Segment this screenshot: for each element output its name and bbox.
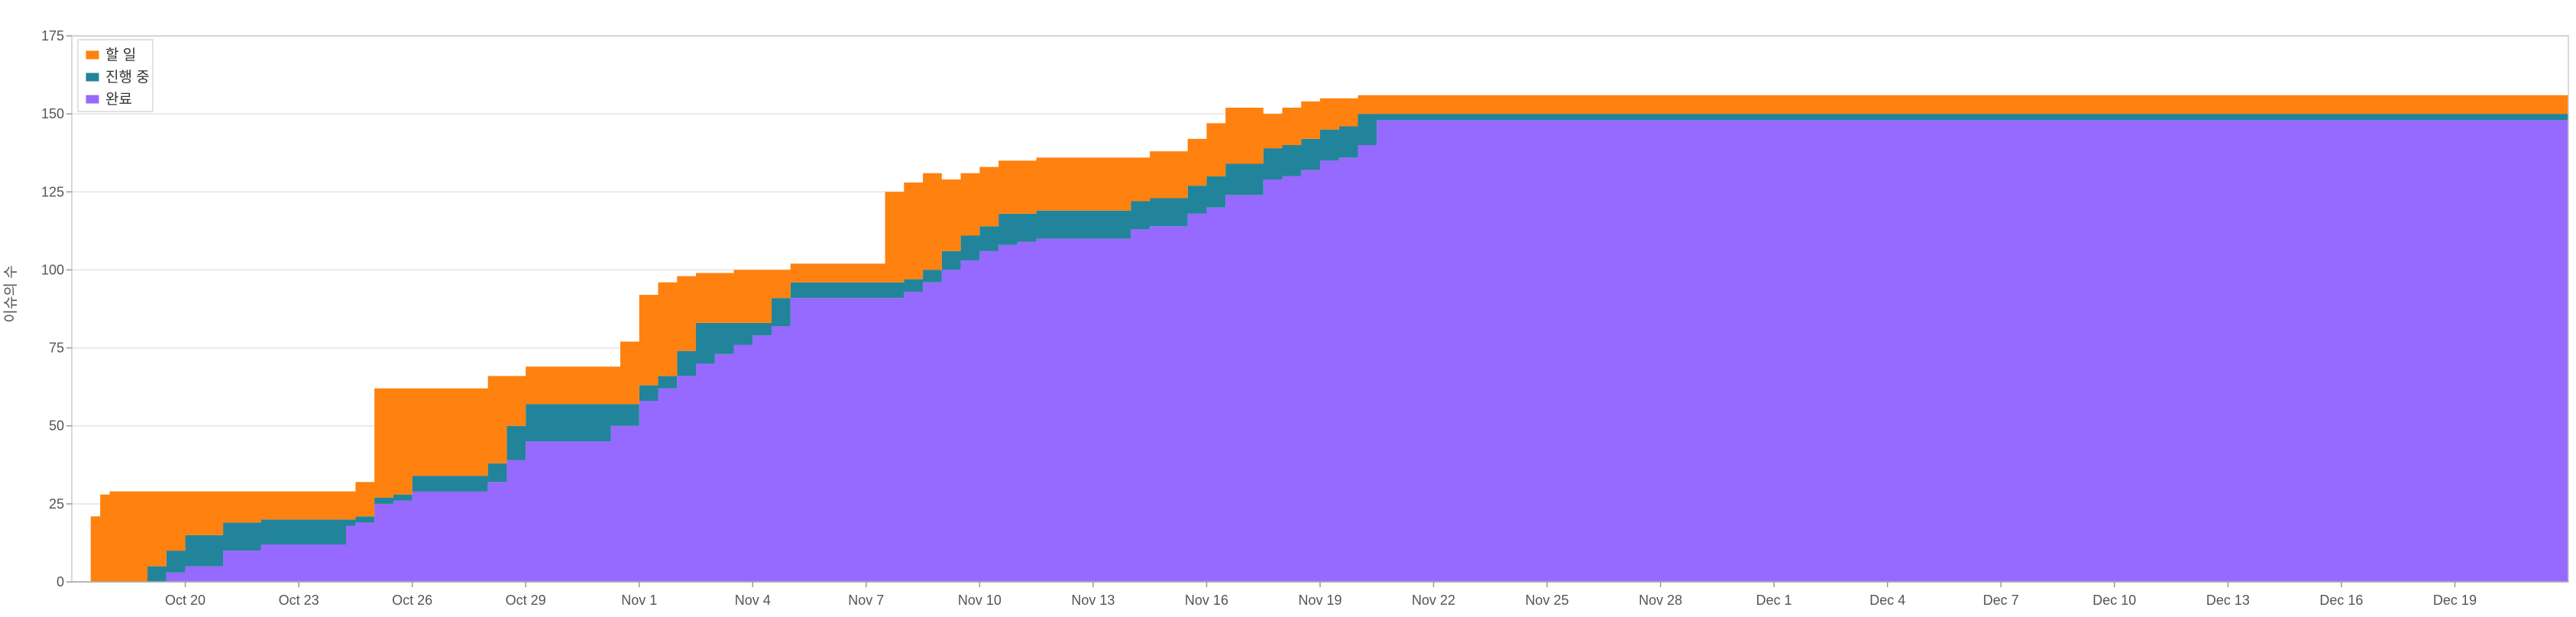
area-series-1 <box>90 114 2569 583</box>
y-tick-label: 150 <box>41 106 64 121</box>
x-tick-label: Nov 16 <box>1185 593 1228 608</box>
x-tick-label: Oct 29 <box>506 593 546 608</box>
x-tick-label: Oct 26 <box>392 593 432 608</box>
legend: 할 일진행 중완료 <box>77 39 154 112</box>
y-axis-ticks: 0 25 50 75 100 125 150 175 <box>41 28 72 590</box>
y-tick-label: 175 <box>41 28 64 44</box>
x-tick-label: Dec 16 <box>2319 593 2363 608</box>
x-tick-label: Oct 20 <box>165 593 205 608</box>
x-tick-label: Dec 7 <box>1983 593 2019 608</box>
x-tick-label: Nov 28 <box>1639 593 1682 608</box>
x-tick-label: Nov 1 <box>621 593 657 608</box>
x-tick-label: Nov 25 <box>1526 593 1569 608</box>
y-tick-label: 0 <box>57 574 64 590</box>
x-tick-label: Dec 1 <box>1756 593 1792 608</box>
y-axis-title: 이슈의 수 <box>2 265 19 322</box>
x-tick-label: Dec 13 <box>2206 593 2250 608</box>
x-tick-label: Dec 10 <box>2092 593 2136 608</box>
y-tick-label: 100 <box>41 262 64 277</box>
x-tick-label: Nov 13 <box>1071 593 1115 608</box>
x-tick-label: Nov 19 <box>1298 593 1341 608</box>
y-tick-label: 50 <box>49 418 64 434</box>
y-tick-label: 75 <box>49 341 64 356</box>
legend-label: 완료 <box>105 91 132 108</box>
legend-swatch <box>85 72 100 82</box>
y-tick-label: 25 <box>49 496 64 512</box>
legend-swatch <box>85 94 100 105</box>
x-axis-ticks: Oct 20 Oct 23 Oct 26 Oct 29 Nov 1 Nov 4 Nov 7 N… <box>165 582 2477 608</box>
x-tick-label: Nov 4 <box>735 593 771 608</box>
y-tick-label: 125 <box>41 184 64 199</box>
x-tick-label: Nov 22 <box>1412 593 1455 608</box>
legend-swatch <box>85 50 100 60</box>
legend-label: 할 일 <box>105 47 136 63</box>
x-tick-label: Nov 10 <box>958 593 1002 608</box>
legend-label: 진행 중 <box>105 69 150 86</box>
stacked-areas <box>90 95 2569 583</box>
x-tick-label: Dec 4 <box>1869 593 1905 608</box>
area-series-0 <box>90 120 2569 583</box>
x-tick-label: Dec 19 <box>2433 593 2477 608</box>
x-tick-label: Oct 23 <box>279 593 319 608</box>
x-tick-label: Nov 7 <box>848 593 884 608</box>
